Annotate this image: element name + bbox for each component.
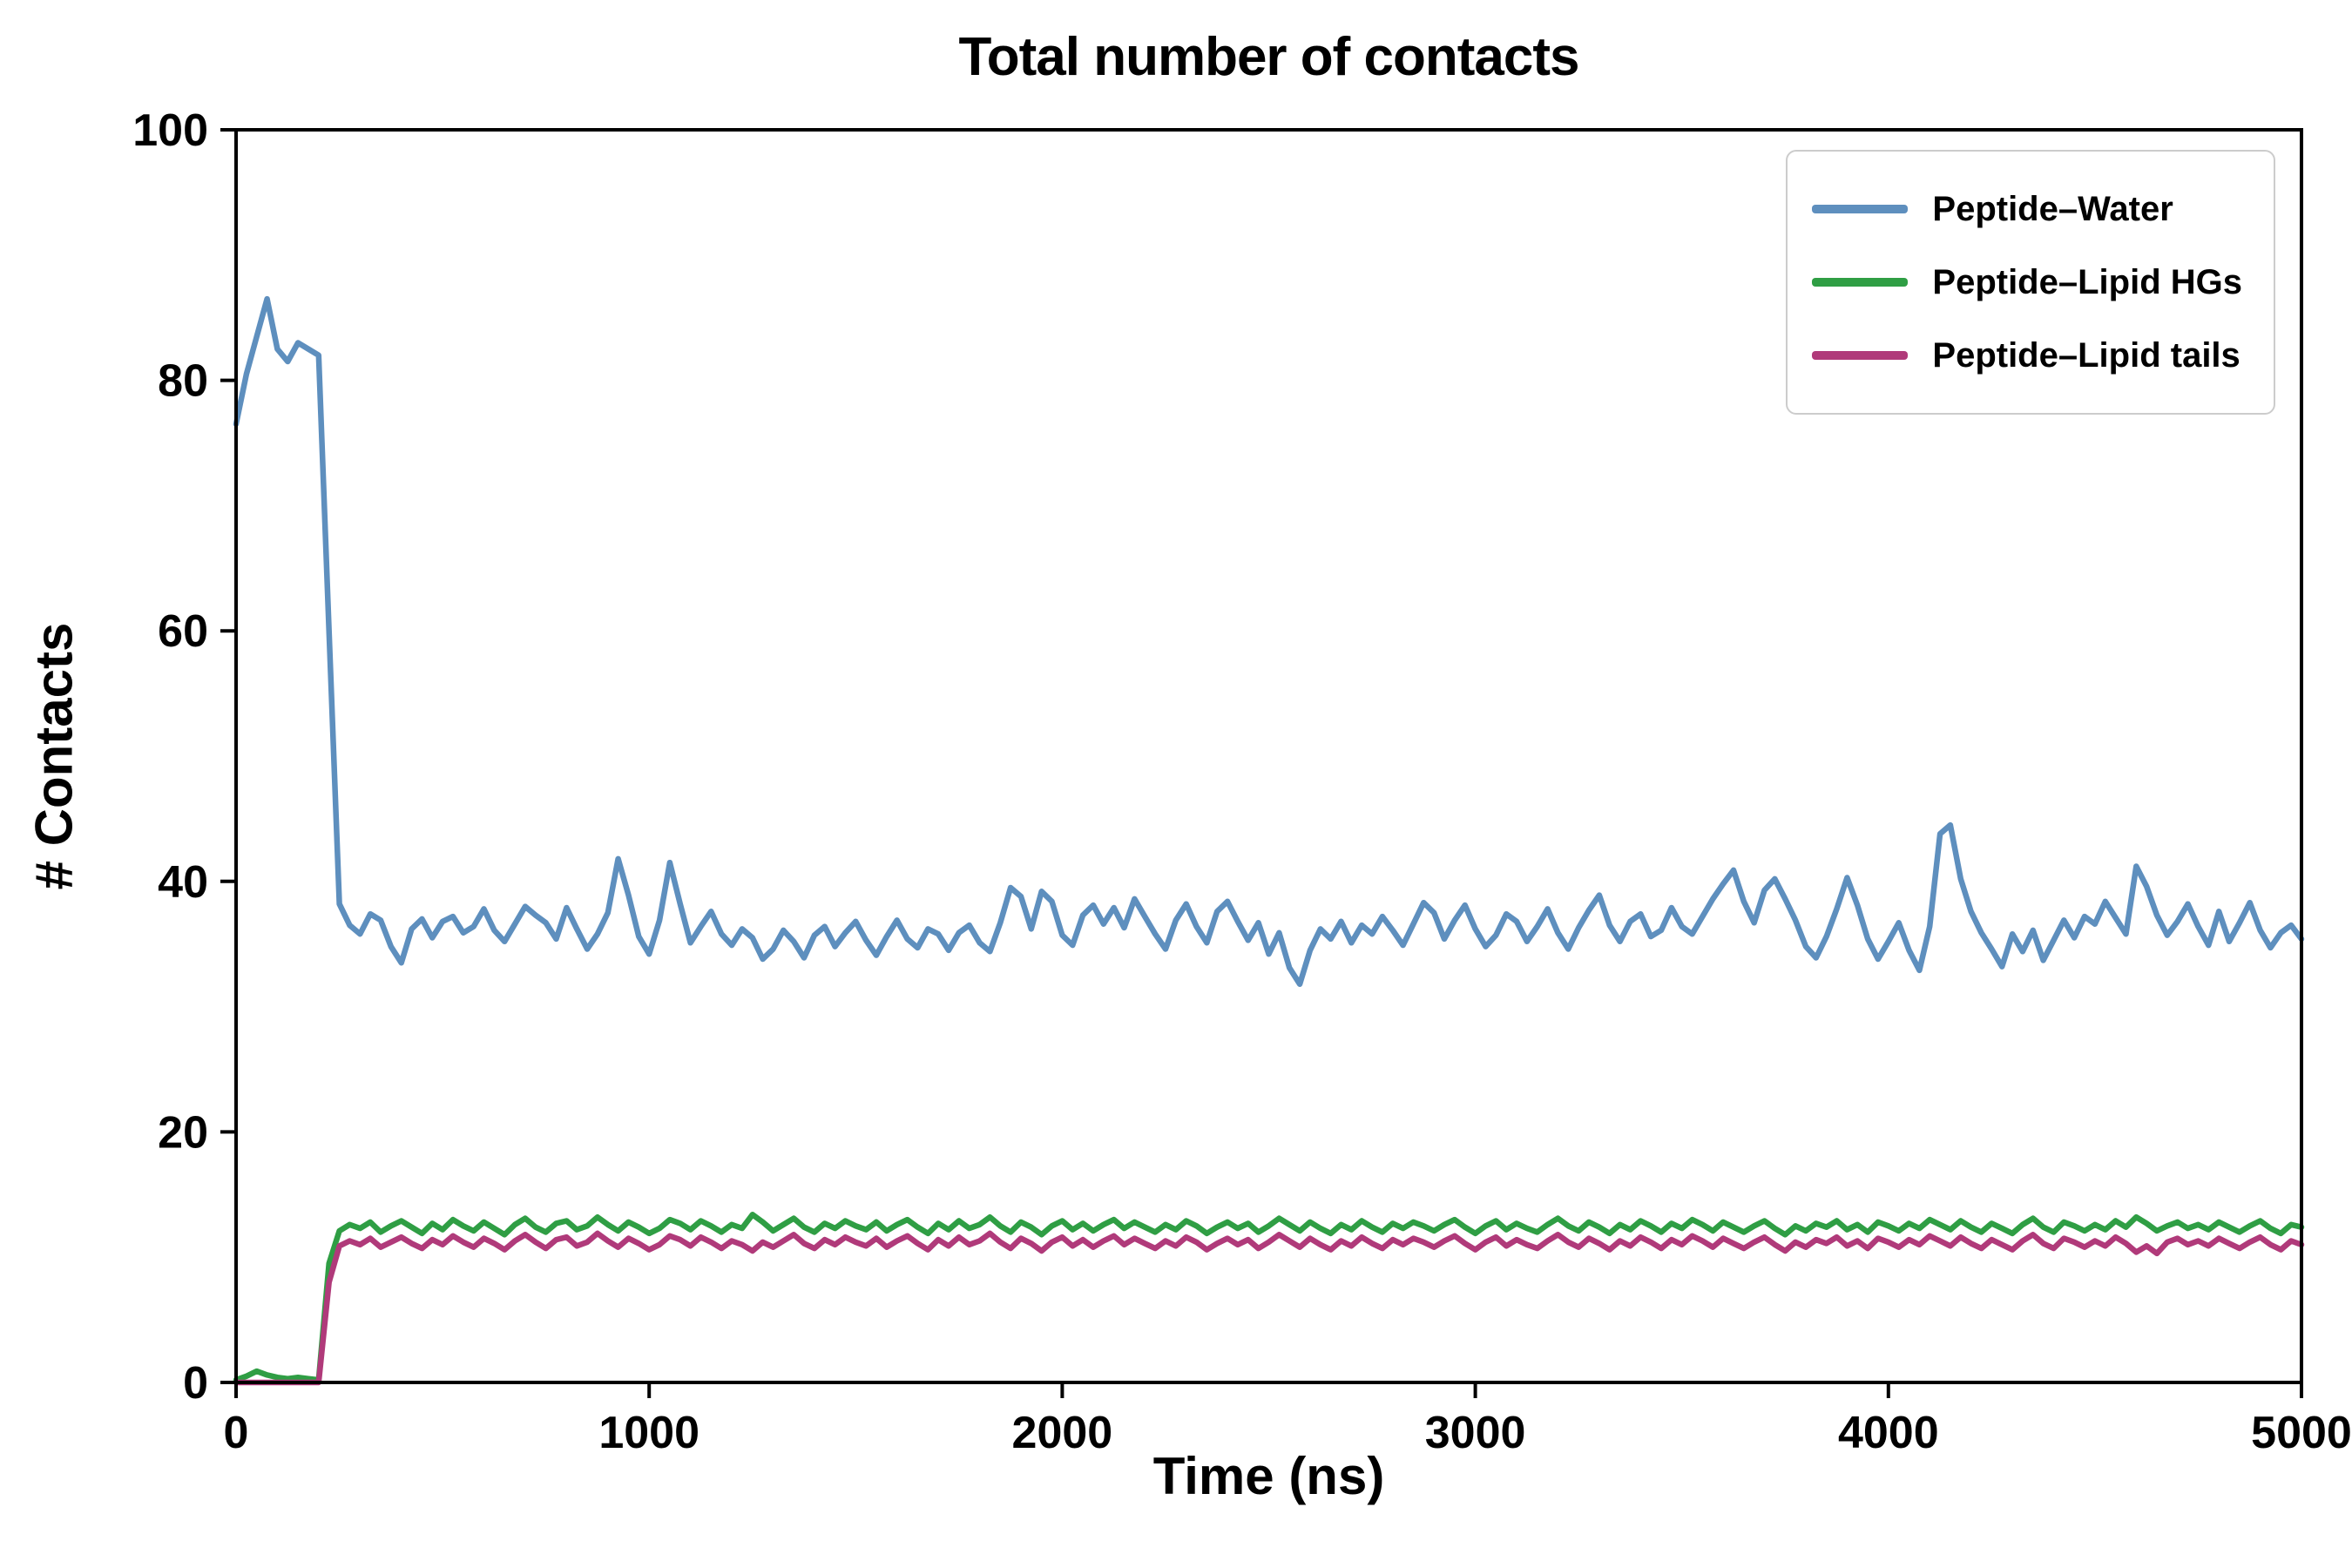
x-tick-label: 2000 [1012, 1408, 1113, 1458]
legend-line-peptide-lipid-hgs [1812, 278, 1909, 287]
chart-title: Total number of contacts [958, 27, 1579, 87]
legend-item-peptide-lipid-hgs: Peptide–Lipid HGs [1812, 246, 2242, 319]
legend-label-peptide-lipid-tails: Peptide–Lipid tails [1932, 335, 2240, 375]
legend: Peptide–Water Peptide–Lipid HGs Peptide–… [1786, 150, 2275, 415]
x-tick-label: 0 [224, 1408, 249, 1458]
legend-label-peptide-lipid-hgs: Peptide–Lipid HGs [1932, 262, 2242, 301]
y-tick-label: 20 [158, 1107, 208, 1158]
x-tick-label: 3000 [1425, 1408, 1526, 1458]
legend-item-peptide-water: Peptide–Water [1812, 172, 2242, 246]
axes-frame [234, 128, 2303, 1384]
y-tick-label: 0 [183, 1358, 208, 1409]
series-line-peptide-water [233, 295, 2305, 987]
y-tick-label: 60 [158, 606, 208, 657]
legend-item-peptide-lipid-tails: Peptide–Lipid tails [1812, 319, 2242, 392]
x-tick-label: 4000 [1838, 1408, 1939, 1458]
y-tick-label: 80 [158, 356, 208, 407]
legend-label-peptide-water: Peptide–Water [1932, 189, 2173, 228]
y-tick-label: 40 [158, 857, 208, 908]
series-line-peptide-lipid-hgs [233, 1212, 2305, 1383]
legend-line-peptide-water [1812, 205, 1909, 213]
y-tick-label: 100 [132, 105, 208, 156]
legend-line-peptide-lipid-tails [1812, 351, 1909, 360]
x-tick-label: 1000 [598, 1408, 700, 1458]
x-tick-label: 5000 [2251, 1408, 2352, 1458]
x-axis-label: Time (ns) [1152, 1447, 1385, 1505]
series-line-peptide-lipid-tails [233, 1230, 2305, 1386]
